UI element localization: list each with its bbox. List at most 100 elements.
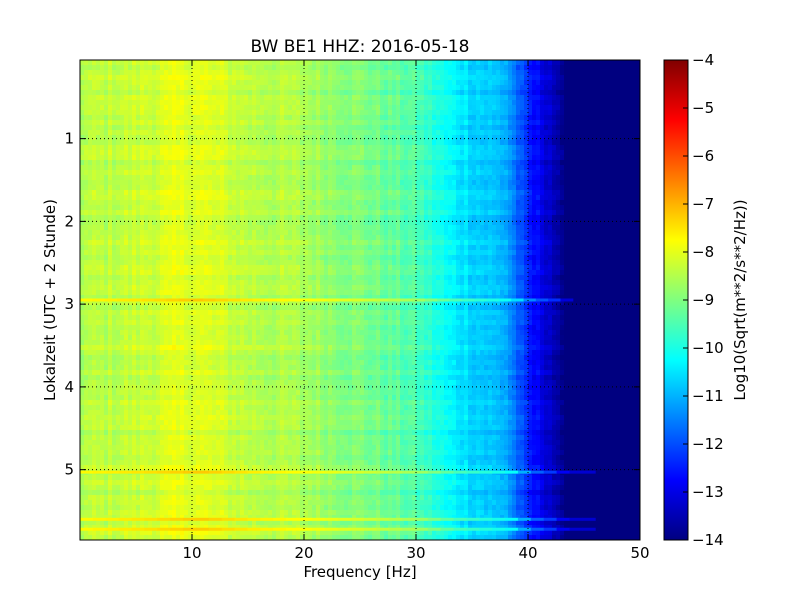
heatmap-cell: [480, 120, 485, 126]
heatmap-cell: [320, 160, 325, 166]
heatmap-cell: [460, 190, 465, 196]
heatmap-cell: [272, 75, 277, 81]
heatmap-cell: [636, 80, 640, 86]
heatmap-cell: [100, 120, 105, 126]
heatmap-cell: [152, 105, 157, 111]
heatmap-cell: [604, 155, 609, 161]
heatmap-cell: [580, 175, 585, 181]
heatmap-cell: [544, 230, 549, 236]
heatmap-cell: [528, 195, 533, 201]
heatmap-cell: [216, 235, 221, 241]
heatmap-cell: [224, 100, 229, 106]
heatmap-cell: [588, 115, 593, 121]
heatmap-cell: [544, 215, 549, 221]
heatmap-cell: [516, 195, 521, 201]
heatmap-cell: [312, 100, 317, 106]
heatmap-cell: [436, 80, 441, 86]
heatmap-cell: [628, 140, 633, 146]
heatmap-cell: [360, 215, 365, 221]
heatmap-cell: [144, 85, 149, 91]
heatmap-cell: [152, 200, 157, 206]
heatmap-cell: [516, 95, 521, 101]
heatmap-cell: [136, 230, 141, 236]
heatmap-cell: [476, 185, 481, 191]
heatmap-cell: [508, 195, 513, 201]
heatmap-cell: [224, 225, 229, 231]
heatmap-cell: [268, 180, 273, 186]
heatmap-cell: [364, 80, 369, 86]
heatmap-cell: [284, 80, 289, 86]
heatmap-cell: [276, 210, 281, 216]
heatmap-cell: [516, 70, 521, 76]
heatmap-cell: [416, 235, 421, 241]
heatmap-cell: [196, 205, 201, 211]
heatmap-cell: [412, 225, 417, 231]
heatmap-cell: [108, 120, 113, 126]
heatmap-cell: [604, 90, 609, 96]
heatmap-cell: [364, 230, 369, 236]
heatmap-cell: [528, 125, 533, 131]
heatmap-cell: [348, 120, 353, 126]
heatmap-cell: [304, 85, 309, 91]
heatmap-cell: [556, 110, 561, 116]
heatmap-cell: [280, 115, 285, 121]
heatmap-cell: [388, 185, 393, 191]
heatmap-cell: [120, 70, 125, 76]
heatmap-cell: [168, 190, 173, 196]
heatmap-cell: [236, 160, 241, 166]
heatmap-cell: [180, 140, 185, 146]
heatmap-cell: [444, 230, 449, 236]
heatmap-cell: [544, 70, 549, 76]
heatmap-cell: [376, 160, 381, 166]
heatmap-cell: [592, 220, 597, 226]
heatmap-cell: [392, 205, 397, 211]
heatmap-cell: [472, 210, 477, 216]
heatmap-cell: [324, 180, 329, 186]
heatmap-cell: [104, 105, 109, 111]
heatmap-cell: [588, 210, 593, 216]
heatmap-cell: [152, 165, 157, 171]
heatmap-cell: [512, 200, 517, 206]
heatmap-cell: [416, 125, 421, 131]
heatmap-cell: [120, 175, 125, 181]
heatmap-cell: [564, 110, 569, 116]
heatmap-cell: [228, 95, 233, 101]
heatmap-cell: [228, 110, 233, 116]
heatmap-cell: [388, 130, 393, 136]
heatmap-cell: [180, 130, 185, 136]
heatmap-cell: [532, 65, 537, 71]
heatmap-cell: [380, 220, 385, 226]
heatmap-cell: [408, 85, 413, 91]
heatmap-cell: [468, 70, 473, 76]
heatmap-cell: [492, 230, 497, 236]
heatmap-cell: [460, 230, 465, 236]
heatmap-cell: [240, 230, 245, 236]
heatmap-cell: [592, 140, 597, 146]
heatmap-cell: [276, 80, 281, 86]
heatmap-cell: [440, 130, 445, 136]
heatmap-cell: [432, 100, 437, 106]
heatmap-cell: [264, 120, 269, 126]
heatmap-cell: [540, 145, 545, 151]
heatmap-cell: [604, 120, 609, 126]
heatmap-cell: [356, 220, 361, 226]
heatmap-cell: [636, 205, 640, 211]
heatmap-cell: [592, 125, 597, 131]
heatmap-cell: [344, 210, 349, 216]
heatmap-cell: [408, 65, 413, 71]
heatmap-cell: [588, 155, 593, 161]
heatmap-cell: [428, 125, 433, 131]
heatmap-cell: [368, 80, 373, 86]
heatmap-cell: [232, 235, 237, 241]
heatmap-cell: [104, 95, 109, 101]
heatmap-cell: [84, 125, 89, 131]
heatmap-cell: [520, 165, 525, 171]
heatmap-cell: [312, 175, 317, 181]
heatmap-cell: [328, 65, 333, 71]
heatmap-cell: [440, 110, 445, 116]
heatmap-cell: [92, 60, 97, 66]
heatmap-cell: [328, 80, 333, 86]
heatmap-cell: [292, 220, 297, 226]
heatmap-cell: [596, 215, 601, 221]
heatmap-cell: [148, 65, 153, 71]
